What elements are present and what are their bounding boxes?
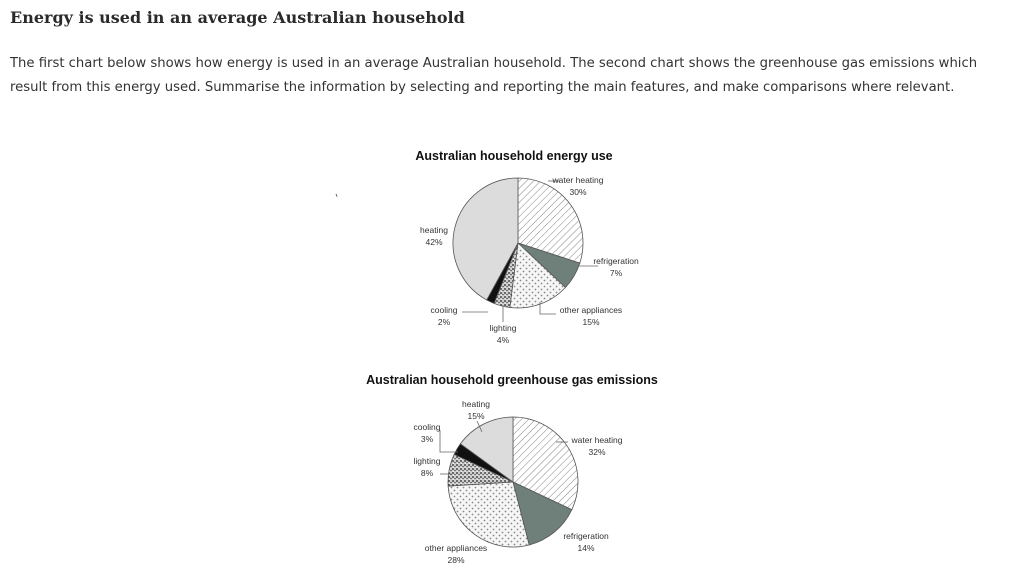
page-title: Energy is used in an average Australian …	[10, 8, 465, 27]
emissions-heating-name: heating	[462, 399, 490, 409]
energy-refrigeration-name: refrigeration	[593, 256, 639, 266]
emissions-other-appliances-name: other appliances	[425, 543, 487, 553]
emissions-pie	[447, 416, 579, 548]
energy-lighting-value: 4%	[497, 335, 510, 345]
energy-use-chart: Australian household energy use water he…	[415, 149, 639, 345]
emissions-refrigeration-name: refrigeration	[563, 531, 609, 541]
energy-use-title: Australian household energy use	[415, 149, 612, 163]
energy-lighting-name: lighting	[490, 323, 517, 333]
pie-slice-refrigeration	[512, 481, 573, 546]
leader-line	[539, 302, 556, 315]
emissions-cooling-value: 3%	[421, 434, 434, 444]
pie-slice-water-heating	[517, 177, 584, 264]
pie-slice-water-heating	[512, 416, 579, 511]
emissions-water-heating-value: 32%	[588, 447, 605, 457]
emissions-title: Australian household greenhouse gas emis…	[366, 373, 658, 387]
leader-line	[476, 420, 483, 433]
energy-heating-value: 42%	[425, 237, 442, 247]
emissions-lighting-name: lighting	[414, 456, 441, 466]
pie-slice-heating	[452, 177, 519, 301]
energy-water-heating-value: 30%	[569, 187, 586, 197]
emissions-refrigeration-value: 14%	[577, 543, 594, 553]
emissions-lighting-value: 8%	[421, 468, 434, 478]
leader-line	[439, 430, 458, 453]
pie-slice-other-appliances	[447, 481, 530, 548]
pie-slice-heating	[459, 416, 514, 483]
emissions-water-heating-name: water heating	[570, 435, 622, 445]
energy-heating-name: heating	[420, 225, 448, 235]
energy-refrigeration-value: 7%	[610, 268, 623, 278]
energy-cooling-value: 2%	[438, 317, 451, 327]
energy-other-appliances-value: 15%	[582, 317, 599, 327]
energy-use-pie	[452, 177, 584, 309]
energy-other-appliances-name: other appliances	[560, 305, 622, 315]
energy-water-heating-name: water heating	[551, 175, 603, 185]
emissions-cooling-name: cooling	[414, 422, 441, 432]
task-prompt: The first chart below shows how energy i…	[10, 56, 978, 95]
emissions-heating-value: 15%	[467, 411, 484, 421]
emissions-chart: Australian household greenhouse gas emis…	[366, 373, 658, 565]
energy-cooling-name: cooling	[431, 305, 458, 315]
emissions-other-appliances-value: 28%	[447, 555, 464, 565]
